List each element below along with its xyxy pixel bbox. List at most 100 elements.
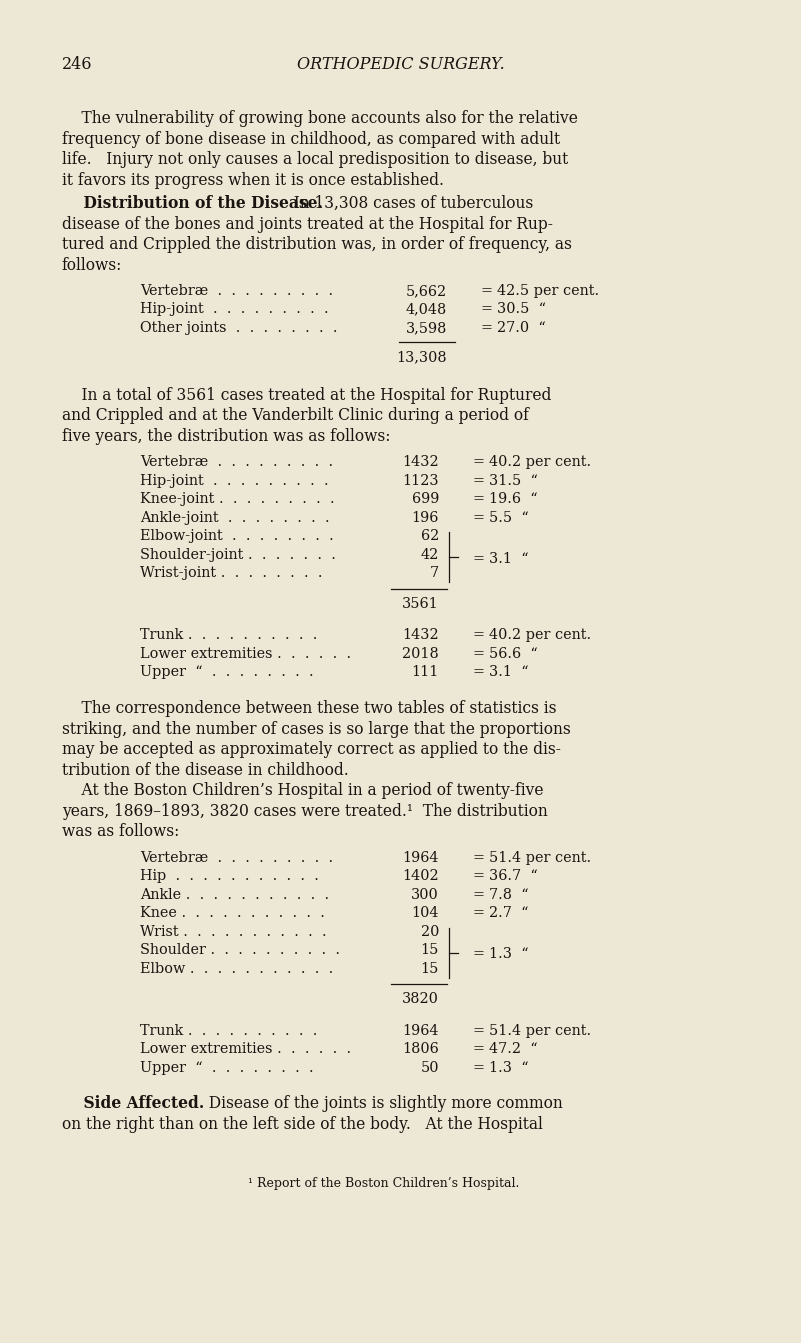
Text: was as follows:: was as follows: [62, 823, 179, 841]
Text: Lower extremities .  .  .  .  .  .: Lower extremities . . . . . . [140, 1042, 352, 1057]
Text: The correspondence between these two tables of statistics is: The correspondence between these two tab… [62, 700, 556, 717]
Text: Distribution of the Disease.: Distribution of the Disease. [62, 195, 323, 212]
Text: 50: 50 [421, 1061, 439, 1074]
Text: 51.4 per cent.: 51.4 per cent. [489, 1023, 590, 1038]
Text: 2.7  “: 2.7 “ [489, 907, 528, 920]
Text: =: = [481, 283, 493, 298]
Text: Hip  .  .  .  .  .  .  .  .  .  .  .: Hip . . . . . . . . . . . [140, 869, 319, 884]
Text: 62: 62 [421, 529, 439, 544]
Text: 30.5  “: 30.5 “ [497, 302, 545, 317]
Text: 5.5  “: 5.5 “ [489, 510, 529, 525]
Text: In 13,308 cases of tuberculous: In 13,308 cases of tuberculous [284, 195, 533, 212]
Text: =: = [473, 647, 485, 661]
Text: In a total of 3561 cases treated at the Hospital for Ruptured: In a total of 3561 cases treated at the … [62, 387, 551, 404]
Text: 1806: 1806 [402, 1042, 439, 1057]
Text: 1964: 1964 [402, 850, 439, 865]
Text: The vulnerability of growing bone accounts also for the relative: The vulnerability of growing bone accoun… [62, 110, 578, 128]
Text: 56.6  “: 56.6 “ [489, 647, 537, 661]
Text: 15: 15 [421, 962, 439, 976]
Text: 104: 104 [412, 907, 439, 920]
Text: follows:: follows: [62, 257, 122, 274]
Text: ¹ Report of the Boston Children’s Hospital.: ¹ Report of the Boston Children’s Hospit… [248, 1176, 520, 1190]
Text: 3820: 3820 [402, 992, 439, 1006]
Text: 7.8  “: 7.8 “ [489, 888, 528, 901]
Text: Vertebræ  .  .  .  .  .  .  .  .  .: Vertebræ . . . . . . . . . [140, 455, 333, 469]
Text: Hip-joint  .  .  .  .  .  .  .  .  .: Hip-joint . . . . . . . . . [140, 474, 328, 488]
Text: frequency of bone disease in childhood, as compared with adult: frequency of bone disease in childhood, … [62, 130, 560, 148]
Text: =: = [473, 629, 485, 642]
Text: 699: 699 [412, 493, 439, 506]
Text: Ankle .  .  .  .  .  .  .  .  .  .  .: Ankle . . . . . . . . . . . [140, 888, 329, 901]
Text: 31.5  “: 31.5 “ [489, 474, 537, 488]
Text: Elbow .  .  .  .  .  .  .  .  .  .  .: Elbow . . . . . . . . . . . [140, 962, 333, 976]
Text: Knee-joint .  .  .  .  .  .  .  .  .: Knee-joint . . . . . . . . . [140, 493, 335, 506]
Text: 300: 300 [411, 888, 439, 901]
Text: may be accepted as approximately correct as applied to the dis-: may be accepted as approximately correct… [62, 741, 561, 759]
Text: Shoulder .  .  .  .  .  .  .  .  .  .: Shoulder . . . . . . . . . . [140, 943, 340, 958]
Text: Wrist .  .  .  .  .  .  .  .  .  .  .: Wrist . . . . . . . . . . . [140, 925, 327, 939]
Text: 42.5 per cent.: 42.5 per cent. [497, 283, 598, 298]
Text: 36.7  “: 36.7 “ [489, 869, 537, 884]
Text: Trunk .  .  .  .  .  .  .  .  .  .: Trunk . . . . . . . . . . [140, 629, 317, 642]
Text: 7: 7 [430, 567, 439, 580]
Text: Ankle-joint  .  .  .  .  .  .  .  .: Ankle-joint . . . . . . . . [140, 510, 330, 525]
Text: Shoulder-joint .  .  .  .  .  .  .: Shoulder-joint . . . . . . . [140, 548, 336, 561]
Text: =: = [473, 869, 485, 884]
Text: =: = [473, 888, 485, 901]
Text: on the right than on the left side of the body.   At the Hospital: on the right than on the left side of th… [62, 1116, 542, 1133]
Text: Hip-joint  .  .  .  .  .  .  .  .  .: Hip-joint . . . . . . . . . [140, 302, 328, 317]
Text: 13,308: 13,308 [396, 351, 447, 364]
Text: Vertebræ  .  .  .  .  .  .  .  .  .: Vertebræ . . . . . . . . . [140, 283, 333, 298]
Text: =: = [473, 907, 485, 920]
Text: =: = [473, 665, 485, 680]
Text: five years, the distribution was as follows:: five years, the distribution was as foll… [62, 428, 390, 445]
Text: 1.3  “: 1.3 “ [489, 947, 528, 962]
Text: 1402: 1402 [402, 869, 439, 884]
Text: Upper  “  .  .  .  .  .  .  .  .: Upper “ . . . . . . . . [140, 1061, 314, 1074]
Text: 3561: 3561 [402, 598, 439, 611]
Text: Disease of the joints is slightly more common: Disease of the joints is slightly more c… [199, 1096, 562, 1112]
Text: 42: 42 [421, 548, 439, 561]
Text: 2018: 2018 [402, 647, 439, 661]
Text: 40.2 per cent.: 40.2 per cent. [489, 629, 590, 642]
Text: 3,598: 3,598 [405, 321, 447, 334]
Text: 5,662: 5,662 [406, 283, 447, 298]
Text: =: = [473, 947, 485, 962]
Text: 1432: 1432 [402, 455, 439, 469]
Text: it favors its progress when it is once established.: it favors its progress when it is once e… [62, 172, 444, 189]
Text: 40.2 per cent.: 40.2 per cent. [489, 455, 590, 469]
Text: =: = [473, 1061, 485, 1074]
Text: =: = [473, 850, 485, 865]
Text: disease of the bones and joints treated at the Hospital for Rup-: disease of the bones and joints treated … [62, 215, 553, 232]
Text: =: = [473, 510, 485, 525]
Text: 3.1  “: 3.1 “ [489, 552, 528, 565]
Text: =: = [473, 552, 485, 565]
Text: =: = [481, 321, 493, 334]
Text: 47.2  “: 47.2 “ [489, 1042, 537, 1057]
Text: =: = [473, 493, 485, 506]
Text: Side Affected.: Side Affected. [62, 1096, 204, 1112]
Text: 15: 15 [421, 943, 439, 958]
Text: 4,048: 4,048 [406, 302, 447, 317]
Text: 1432: 1432 [402, 629, 439, 642]
Text: 1964: 1964 [402, 1023, 439, 1038]
Text: 27.0  “: 27.0 “ [497, 321, 545, 334]
Text: striking, and the number of cases is so large that the proportions: striking, and the number of cases is so … [62, 721, 570, 737]
Text: 1123: 1123 [402, 474, 439, 488]
Text: life.   Injury not only causes a local predisposition to disease, but: life. Injury not only causes a local pre… [62, 152, 568, 168]
Text: years, 1869–1893, 3820 cases were treated.¹  The distribution: years, 1869–1893, 3820 cases were treate… [62, 803, 547, 819]
Text: 196: 196 [412, 510, 439, 525]
Text: Elbow-joint  .  .  .  .  .  .  .  .: Elbow-joint . . . . . . . . [140, 529, 334, 544]
Text: Knee .  .  .  .  .  .  .  .  .  .  .: Knee . . . . . . . . . . . [140, 907, 325, 920]
Text: Trunk .  .  .  .  .  .  .  .  .  .: Trunk . . . . . . . . . . [140, 1023, 317, 1038]
Text: At the Boston Children’s Hospital in a period of twenty-five: At the Boston Children’s Hospital in a p… [62, 782, 543, 799]
Text: and Crippled and at the Vanderbilt Clinic during a period of: and Crippled and at the Vanderbilt Clini… [62, 407, 529, 424]
Text: 1.3  “: 1.3 “ [489, 1061, 528, 1074]
Text: tured and Crippled the distribution was, in order of frequency, as: tured and Crippled the distribution was,… [62, 236, 572, 252]
Text: 20: 20 [421, 925, 439, 939]
Text: 19.6  “: 19.6 “ [489, 493, 537, 506]
Text: ORTHOPEDIC SURGERY.: ORTHOPEDIC SURGERY. [296, 56, 505, 74]
Text: Upper  “  .  .  .  .  .  .  .  .: Upper “ . . . . . . . . [140, 665, 314, 680]
Text: =: = [473, 474, 485, 488]
Text: 51.4 per cent.: 51.4 per cent. [489, 850, 590, 865]
